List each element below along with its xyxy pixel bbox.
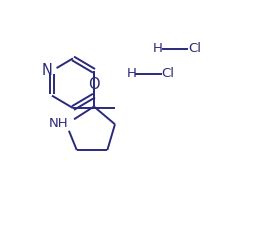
Text: O: O — [88, 77, 100, 92]
Text: H: H — [126, 67, 136, 80]
Text: Cl: Cl — [161, 67, 174, 80]
Text: Cl: Cl — [188, 42, 201, 55]
Text: H: H — [153, 42, 163, 55]
Text: N: N — [41, 63, 52, 78]
Text: NH: NH — [49, 117, 69, 130]
